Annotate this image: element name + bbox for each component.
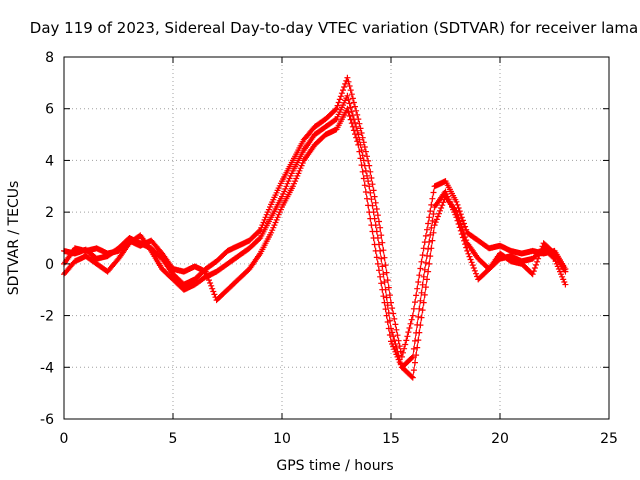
series-line bbox=[63, 75, 566, 358]
x-tick-label: 0 bbox=[60, 431, 69, 447]
y-tick-label: 0 bbox=[45, 257, 54, 273]
y-tick-label: 4 bbox=[45, 153, 54, 169]
y-tick-label: -2 bbox=[40, 309, 54, 325]
y-tick-label: -6 bbox=[40, 412, 54, 428]
y-tick-label: 6 bbox=[45, 102, 54, 118]
data-point-markers bbox=[61, 74, 569, 360]
axis-ticks: 0 5 10 15 20 25 -6 -4 -2 0 2 4 6 8 bbox=[40, 50, 618, 447]
series-sat-track-2 bbox=[61, 92, 569, 381]
x-tick-label: 10 bbox=[273, 431, 291, 447]
x-tick-label: 5 bbox=[169, 431, 178, 447]
x-tick-label: 25 bbox=[600, 431, 618, 447]
x-axis-label: GPS time / hours bbox=[276, 458, 393, 474]
x-tick-label: 20 bbox=[491, 431, 509, 447]
y-axis-label: SDTVAR / TECUs bbox=[6, 181, 22, 296]
plot-frame bbox=[63, 56, 610, 420]
y-tick-label: 2 bbox=[45, 205, 54, 221]
x-tick-label: 15 bbox=[382, 431, 400, 447]
y-tick-label: -4 bbox=[40, 360, 54, 376]
data-series-group bbox=[61, 74, 569, 381]
chart-title: Day 119 of 2023, Sidereal Day-to-day VTE… bbox=[30, 19, 638, 37]
series-sat-track-1 bbox=[61, 74, 569, 360]
y-tick-label: 8 bbox=[45, 50, 54, 66]
data-point-markers bbox=[61, 92, 569, 381]
